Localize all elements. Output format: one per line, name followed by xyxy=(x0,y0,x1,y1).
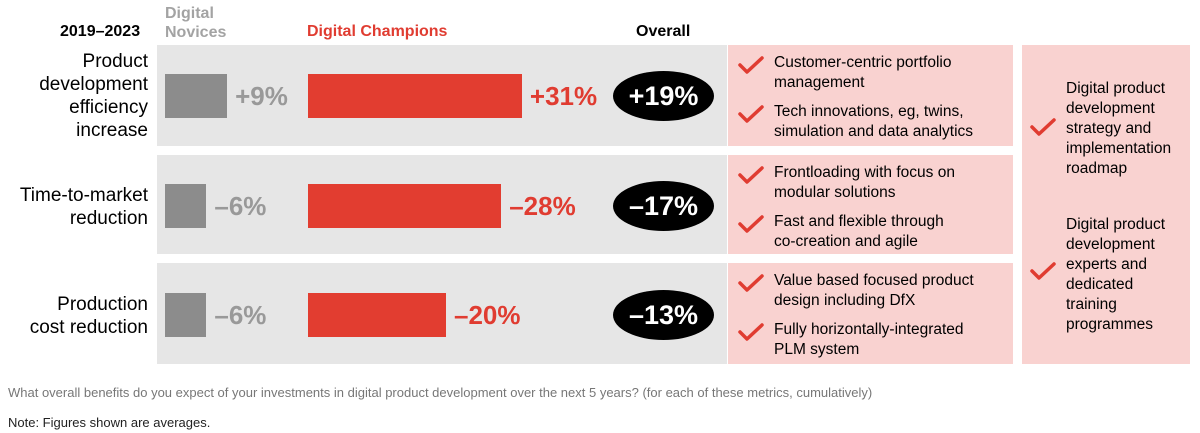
check-icon xyxy=(1030,262,1056,280)
fact-panel-efficiency: Customer-centric portfolio management Tec… xyxy=(728,45,1013,146)
fact-text: Customer-centric portfolio management xyxy=(774,53,1010,93)
champion-bar-time-to-market xyxy=(308,184,502,228)
metric-label-production-cost: Production cost reduction xyxy=(0,293,148,339)
fact-line: PLM system xyxy=(774,341,860,358)
fact-line: co-creation and agile xyxy=(774,233,918,250)
strategy-text: Digital product development experts and … xyxy=(1066,215,1190,335)
overall-pill-time-to-market: –17% xyxy=(613,181,714,231)
fact-line: Value based focused product xyxy=(774,272,974,289)
fact-line: Fast and flexible through xyxy=(774,213,944,230)
metric-label-line: development xyxy=(39,74,148,95)
champion-value-production-cost: –20% xyxy=(454,300,521,330)
fact-line: management xyxy=(774,74,865,91)
champion-value-efficiency: +31% xyxy=(529,81,598,111)
strategy-line: roadmap xyxy=(1066,160,1128,177)
novice-value-efficiency: +9% xyxy=(235,81,288,111)
strategy-line: training xyxy=(1066,296,1117,313)
fact-line: modular solutions xyxy=(774,184,896,201)
check-icon xyxy=(738,215,764,233)
metric-label-line: Product xyxy=(82,51,148,72)
metric-label-efficiency: Product development efficiency increase xyxy=(0,50,148,142)
check-icon xyxy=(1030,118,1056,136)
novice-value-time-to-market: –6% xyxy=(214,191,267,221)
note-text: Note: Figures shown are averages. xyxy=(8,415,211,430)
fact-text: Tech innovations, eg, twins, simulation a… xyxy=(774,102,1010,142)
metric-label-line: efficiency xyxy=(69,97,148,118)
fact-text: Fast and flexible through co-creation and… xyxy=(774,212,1010,252)
champion-bar-production-cost xyxy=(308,293,446,337)
survey-question: What overall benefits do you expect of y… xyxy=(8,385,873,400)
overall-header: Overall xyxy=(636,23,691,40)
fact-panel-time-to-market: Frontloading with focus on modular soluti… xyxy=(728,155,1013,254)
check-icon xyxy=(738,105,764,123)
metric-label-line: Time-to-market xyxy=(19,185,148,206)
strategy-line: Digital product xyxy=(1066,216,1166,233)
metric-label-line: increase xyxy=(76,120,148,141)
fact-line: Frontloading with focus on xyxy=(774,164,955,181)
digital-champions-header: Digital Champions xyxy=(307,23,448,40)
novice-bar-efficiency xyxy=(165,74,228,118)
check-icon xyxy=(738,323,764,341)
strategy-line: experts and xyxy=(1066,256,1147,273)
fact-line: Customer-centric portfolio xyxy=(774,54,952,71)
fact-line: design including DfX xyxy=(774,292,916,309)
overall-pill-efficiency: +19% xyxy=(613,71,714,121)
fact-text: Frontloading with focus on modular soluti… xyxy=(774,163,1010,203)
metric-label-time-to-market: Time-to-market reduction xyxy=(0,184,148,230)
strategy-line: development xyxy=(1066,236,1155,253)
strategy-text: Digital product development strategy and… xyxy=(1066,79,1190,179)
check-icon xyxy=(738,274,764,292)
metric-label-line: cost reduction xyxy=(29,317,148,338)
champion-value-time-to-market: –28% xyxy=(509,191,576,221)
digital-novices-header-line2: Novices xyxy=(165,24,227,41)
period-header: 2019–2023 xyxy=(60,23,141,40)
metric-label-line: Production xyxy=(57,294,148,315)
strategy-line: implementation xyxy=(1066,140,1172,157)
fact-text: Value based focused product design includ… xyxy=(774,271,1010,311)
metric-label-line: reduction xyxy=(69,208,148,229)
strategy-line: dedicated xyxy=(1066,276,1134,293)
novice-bar-time-to-market xyxy=(165,184,207,228)
champion-bar-efficiency xyxy=(308,74,522,118)
check-icon xyxy=(738,166,764,184)
strategy-line: Digital product xyxy=(1066,80,1166,97)
fact-panel-production-cost: Value based focused product design includ… xyxy=(728,263,1013,364)
fact-line: simulation and data analytics xyxy=(774,123,974,140)
check-icon xyxy=(738,56,764,74)
digital-novices-header-line1: Digital xyxy=(165,5,214,22)
strategy-line: development xyxy=(1066,100,1155,117)
digital-novices-header: Digital Novices xyxy=(165,4,255,42)
novice-value-production-cost: –6% xyxy=(214,300,267,330)
fact-text: Fully horizontally-integrated PLM system xyxy=(774,320,1010,360)
strategy-line: strategy and xyxy=(1066,120,1152,137)
fact-line: Tech innovations, eg, twins, xyxy=(774,103,964,120)
fact-line: Fully horizontally-integrated xyxy=(774,321,964,338)
novice-bar-production-cost xyxy=(165,293,207,337)
strategy-panel: Digital product development strategy and… xyxy=(1022,45,1190,364)
overall-pill-production-cost: –13% xyxy=(613,290,714,340)
strategy-line: programmes xyxy=(1066,316,1153,333)
